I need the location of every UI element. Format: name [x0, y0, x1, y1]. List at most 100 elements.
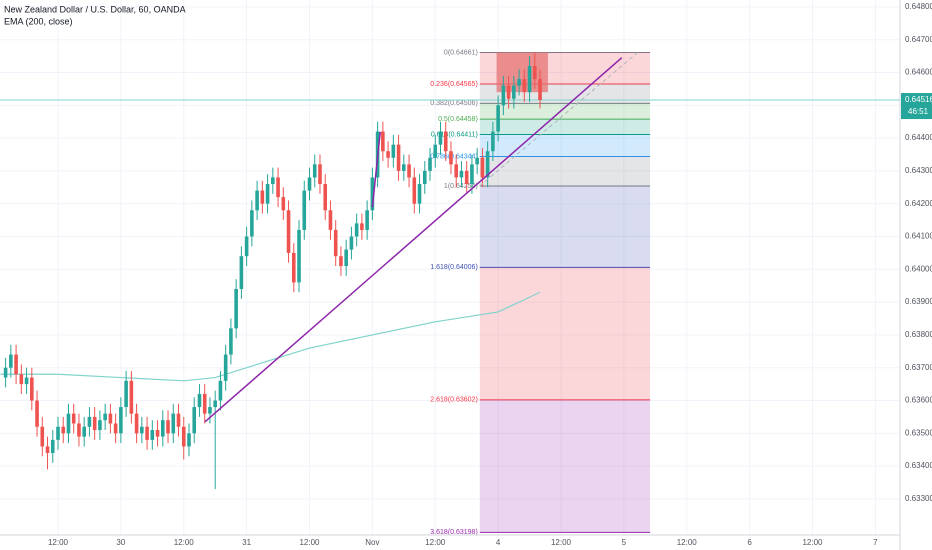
- fib-band: [479, 185, 651, 268]
- y-tick-label: 0.64300: [905, 166, 932, 175]
- x-tick-label: 12:00: [174, 538, 195, 547]
- y-tick-label: 0.63400: [905, 461, 932, 470]
- candle-body: [433, 144, 438, 158]
- candle-body: [229, 328, 233, 355]
- x-tick-label: 7: [873, 538, 878, 547]
- fib-label: 0.786(0.64344): [430, 153, 477, 160]
- candle-body: [119, 407, 123, 434]
- candle-body: [438, 131, 443, 145]
- x-tick-label: 12:00: [551, 538, 572, 547]
- candle-body: [281, 197, 286, 211]
- y-tick-label: 0.64100: [905, 232, 932, 241]
- y-tick-label: 0.64400: [905, 133, 932, 142]
- candle-body: [50, 439, 55, 453]
- fib-band: [479, 156, 651, 186]
- x-tick-label: 12:00: [425, 538, 446, 547]
- candle-body: [19, 374, 24, 385]
- candle-body: [35, 400, 39, 427]
- candle-body: [349, 236, 354, 250]
- candle-body: [260, 190, 265, 204]
- candle-body: [150, 430, 155, 440]
- candle-body: [98, 420, 102, 431]
- candle-body: [454, 164, 459, 178]
- candle-body: [244, 236, 249, 257]
- candle-body: [181, 426, 186, 447]
- y-tick-label: 0.63800: [905, 330, 932, 339]
- candle-body: [475, 157, 479, 165]
- fib-label: 0.382(0.64506): [430, 100, 477, 107]
- x-tick-label: 12:00: [299, 538, 320, 547]
- y-tick-label: 0.64000: [905, 264, 932, 273]
- candle-body: [14, 354, 18, 375]
- y-tick-label: 0.63700: [905, 363, 932, 372]
- candle-body: [66, 413, 71, 434]
- candle-body: [496, 105, 500, 132]
- grid: [0, 0, 900, 535]
- candle-body: [30, 377, 34, 401]
- candle-body: [61, 426, 66, 434]
- trendline: [371, 131, 381, 208]
- candle-body: [171, 413, 176, 434]
- candle-body: [501, 85, 506, 106]
- candle-body: [286, 210, 291, 253]
- candle-body: [234, 288, 238, 329]
- candle-body: [218, 380, 223, 401]
- y-tick-label: 0.64600: [905, 68, 932, 77]
- x-tick-label: 5: [622, 538, 627, 547]
- candle-body: [328, 210, 333, 230]
- y-tick-label: 0.63500: [905, 428, 932, 437]
- candle-body: [323, 184, 328, 211]
- candle-body: [297, 229, 301, 283]
- candle-body: [208, 407, 212, 414]
- y-tick-label: 0.64800: [905, 2, 932, 11]
- candle-body: [213, 400, 217, 408]
- candle-body: [412, 177, 417, 204]
- candle-body: [386, 151, 390, 158]
- chart-subtitle: EMA (200, close): [4, 16, 73, 26]
- candle-body: [428, 157, 432, 171]
- x-tick-label: 4: [496, 538, 501, 547]
- candle-body: [533, 65, 537, 80]
- fib-label: 1(0.64254): [444, 183, 478, 190]
- candle-body: [417, 184, 422, 204]
- countdown-label: 46:51: [908, 107, 929, 116]
- candle-body: [344, 249, 348, 267]
- x-tick-label: 12:00: [48, 538, 69, 547]
- x-tick-label: 30: [116, 538, 125, 547]
- candle-body: [464, 170, 469, 185]
- y-tick-label: 0.64200: [905, 199, 932, 208]
- chart-title: New Zealand Dollar / U.S. Dollar, 60, OA…: [4, 4, 186, 14]
- candle-body: [250, 210, 254, 237]
- candle-body: [40, 426, 45, 447]
- candle-body: [443, 131, 448, 152]
- candle-body: [160, 420, 165, 437]
- candle-body: [45, 446, 50, 453]
- candle-body: [333, 229, 338, 257]
- candle-body: [9, 354, 13, 368]
- last-price-tag: [901, 93, 932, 120]
- candle-body: [339, 256, 343, 267]
- candle-body: [538, 79, 542, 101]
- candle-body: [176, 413, 181, 427]
- x-tick-label: 31: [242, 538, 251, 547]
- candle-body: [480, 157, 485, 178]
- candle-body: [71, 413, 76, 424]
- candle-body: [113, 423, 118, 434]
- candle-body: [527, 65, 532, 93]
- candle-body: [155, 430, 160, 437]
- fib-label: 2.618(0.63602): [430, 397, 477, 404]
- candle-body: [459, 170, 464, 178]
- x-tick-label: 12:00: [677, 538, 698, 547]
- candle-body: [522, 79, 527, 93]
- candle-body: [517, 79, 521, 86]
- candle-body: [124, 380, 128, 408]
- candle-body: [402, 164, 406, 171]
- candle-body: [370, 177, 375, 211]
- y-tick-label: 0.63600: [905, 396, 932, 405]
- y-tick-label: 0.63300: [905, 494, 932, 503]
- candle-body: [202, 393, 207, 414]
- candle-body: [485, 151, 490, 178]
- candle-body: [422, 170, 427, 185]
- fib-band: [479, 399, 651, 533]
